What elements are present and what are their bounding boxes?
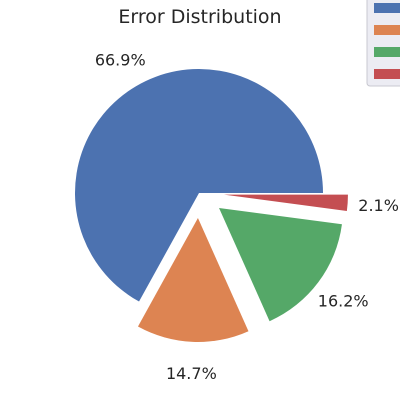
- legend-swatch-4: [374, 69, 400, 79]
- pie-slices: [74, 68, 348, 342]
- pie-label-1: 66.9%: [95, 51, 146, 70]
- pie-label-4: 2.1%: [358, 196, 399, 215]
- pie-slice-3: [219, 207, 342, 322]
- pie-label-2: 14.7%: [166, 364, 217, 383]
- legend-swatch-3: [374, 47, 400, 57]
- pie-slice-1: [74, 68, 323, 302]
- pie-labels: 66.9% 14.7% 16.2% 2.1%: [95, 51, 399, 383]
- chart-title: Error Distribution: [118, 6, 281, 28]
- legend-items: [374, 3, 400, 79]
- legend: [366, 0, 400, 87]
- pie-label-3: 16.2%: [318, 292, 369, 311]
- legend-frame: [366, 0, 400, 87]
- pie-slice-2: [137, 217, 249, 342]
- legend-swatch-1: [374, 3, 400, 13]
- pie-slice-4: [223, 194, 348, 211]
- legend-swatch-2: [374, 25, 400, 35]
